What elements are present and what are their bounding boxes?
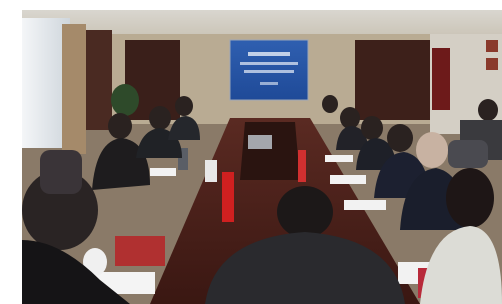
person-head — [175, 96, 193, 116]
person-head — [387, 124, 413, 152]
flag — [222, 172, 234, 222]
curtain — [62, 24, 86, 154]
paper — [325, 155, 353, 162]
person-head — [108, 113, 132, 139]
person-head — [478, 99, 498, 121]
cup — [205, 160, 217, 182]
person-head — [149, 106, 171, 130]
screen-text — [240, 62, 298, 65]
person-head — [416, 132, 448, 168]
flag — [298, 150, 306, 182]
paper — [330, 175, 366, 184]
photo — [0, 0, 502, 304]
screen-text — [260, 82, 278, 85]
person-head — [340, 107, 360, 129]
screen-text — [244, 70, 294, 73]
person-head — [361, 116, 383, 140]
page: {} — [0, 0, 502, 304]
wood-panel — [355, 40, 430, 120]
red-folder — [115, 236, 165, 266]
paper — [150, 168, 176, 176]
reflection — [248, 135, 272, 149]
person-head — [322, 95, 338, 113]
table-center — [240, 122, 300, 180]
person-head — [446, 168, 494, 228]
chair — [448, 140, 488, 168]
scene — [22, 10, 502, 304]
person-head — [277, 186, 333, 238]
screen-text — [248, 52, 290, 56]
wall-sign — [486, 58, 498, 70]
chair — [40, 150, 82, 194]
door — [432, 48, 450, 110]
plant — [111, 84, 139, 116]
paper — [344, 200, 386, 210]
wall-sign — [486, 40, 498, 52]
wood-panel — [86, 30, 112, 130]
